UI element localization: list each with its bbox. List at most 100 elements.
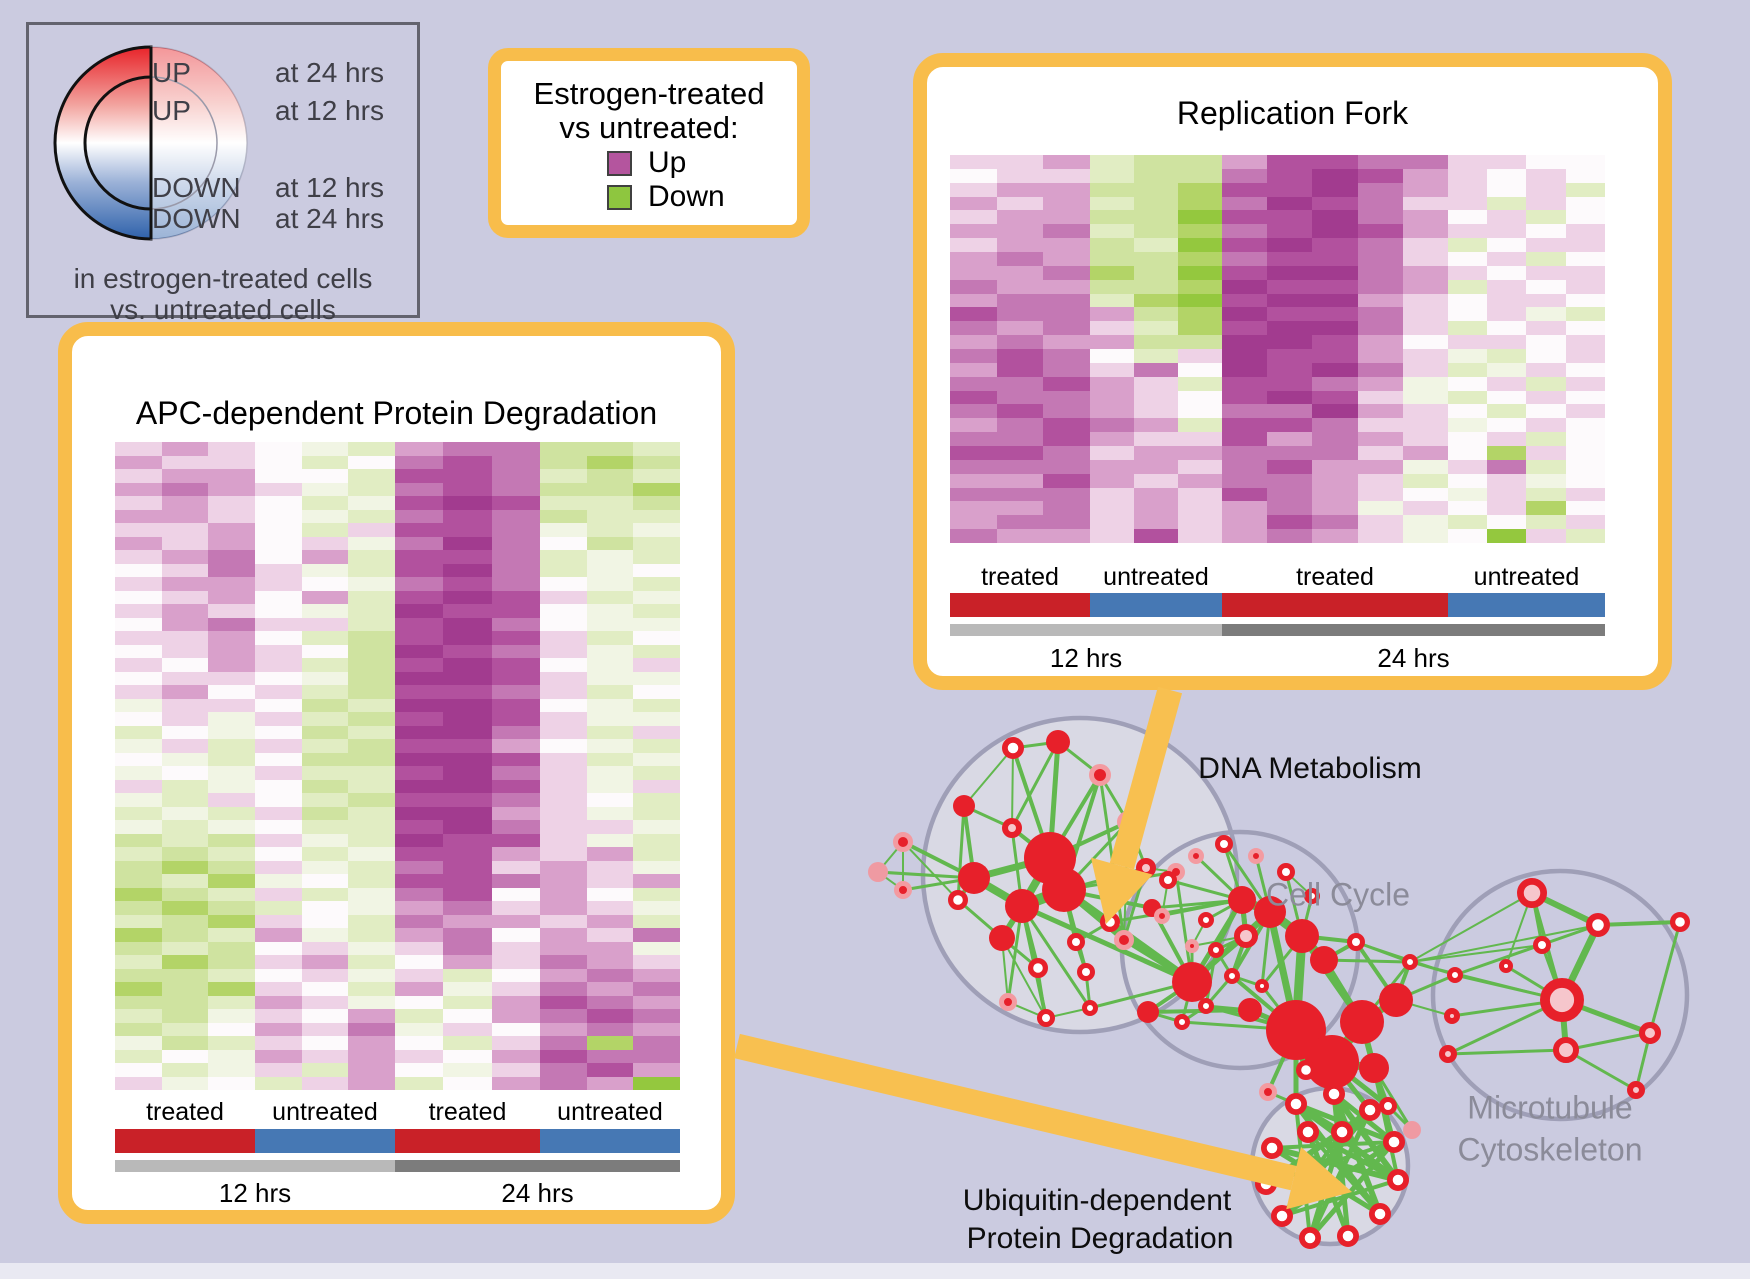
- heatmap-cell: [254, 779, 302, 794]
- heatmap-cell: [1565, 362, 1605, 378]
- heatmap-cell: [161, 766, 209, 780]
- heatmap-cell: [1133, 459, 1178, 475]
- sample-group-label: untreated: [1473, 563, 1580, 591]
- heatmap-cell: [443, 631, 492, 645]
- heatmap-cell: [633, 820, 680, 834]
- heatmap-cell: [348, 725, 395, 740]
- network-node: [1386, 1168, 1409, 1191]
- heatmap-cell: [1177, 515, 1222, 530]
- heatmap-cell: [1357, 418, 1403, 433]
- heatmap-cell: [348, 887, 395, 902]
- network-node: [1089, 764, 1111, 786]
- network-edge: [1001, 937, 1047, 1019]
- heatmap-cell: [1312, 459, 1358, 475]
- network-node: [989, 925, 1015, 951]
- heatmap-cell: [254, 455, 302, 470]
- heatmap-cell: [161, 550, 209, 564]
- heatmap-cell: [1565, 404, 1605, 419]
- heatmap-cell: [1487, 515, 1527, 530]
- heatmap-cell: [1267, 418, 1313, 433]
- heatmap-cell: [1089, 473, 1134, 489]
- heatmap-cell: [115, 604, 162, 618]
- network-node: [1627, 1081, 1645, 1099]
- heatmap-cell: [633, 590, 680, 605]
- network-node: [1224, 968, 1240, 984]
- heatmap-row: [115, 590, 680, 605]
- heatmap-cell: [443, 442, 492, 456]
- heatmap-cell: [115, 968, 162, 983]
- heatmap-cell: [539, 887, 587, 902]
- heatmap-cell: [1177, 487, 1222, 502]
- heatmap-cell: [301, 631, 349, 645]
- heatmap-cell: [443, 995, 492, 1010]
- heatmap-cell: [586, 725, 634, 740]
- heatmap-cell: [1043, 224, 1090, 239]
- heatmap-cell: [1089, 335, 1134, 350]
- network-node: [1553, 1037, 1579, 1063]
- heatmap-cell: [1526, 293, 1566, 308]
- bottom-margin-strip: [0, 1263, 1750, 1279]
- network-edge: [1020, 904, 1092, 1010]
- heatmap-row: [115, 995, 680, 1010]
- heatmap-cell: [1312, 293, 1358, 308]
- heatmap-cell: [1487, 293, 1527, 308]
- heatmap-cell: [161, 644, 209, 659]
- heatmap-cell: [950, 487, 997, 502]
- heatmap-cell: [1221, 418, 1268, 433]
- heatmap-cell: [633, 509, 680, 524]
- heatmap-cell: [539, 685, 587, 699]
- network-node: [1067, 933, 1085, 951]
- heatmap-cell: [1312, 418, 1358, 433]
- heatmap-cell: [394, 550, 444, 564]
- heatmap-cell: [348, 982, 395, 996]
- heatmap-cell: [586, 698, 634, 713]
- heatmap-cell: [348, 455, 395, 470]
- heatmap-row: [950, 349, 1605, 364]
- heatmap-cell: [443, 874, 492, 888]
- heatmap-cell: [208, 779, 255, 794]
- heatmap-cell: [115, 590, 162, 605]
- heatmap-cell: [1089, 529, 1134, 543]
- heatmap-cell: [1267, 362, 1313, 378]
- heatmap-row: [950, 321, 1605, 336]
- heatmap-cell: [443, 1063, 492, 1077]
- network-edge: [1648, 920, 1682, 1035]
- heatmap-cell: [443, 455, 492, 470]
- heatmap-cell: [1177, 307, 1222, 322]
- heatmap-row: [950, 529, 1605, 543]
- heatmap-cell: [1043, 529, 1090, 543]
- heatmap-row: [115, 833, 680, 848]
- heatmap-cell: [1177, 210, 1222, 225]
- heatmap-row: [115, 523, 680, 537]
- heatmap-cell: [301, 806, 349, 821]
- heatmap-row: [115, 766, 680, 780]
- heatmap-cell: [633, 766, 680, 780]
- heatmap-cell: [1526, 321, 1566, 336]
- heatmap-cell: [1402, 432, 1448, 447]
- heatmap-cell: [1221, 487, 1268, 502]
- heatmap-cell: [208, 766, 255, 780]
- heatmap-cell: [1526, 501, 1566, 516]
- heatmap-row: [950, 196, 1605, 211]
- heatmap-cell: [1487, 432, 1527, 447]
- heatmap-cell: [1312, 529, 1358, 543]
- heatmap-cell: [1043, 390, 1090, 405]
- heatmap-cell: [1312, 182, 1358, 198]
- heatmap-row: [950, 307, 1605, 322]
- heatmap-cell: [1447, 446, 1488, 461]
- heatmap-cell: [633, 982, 680, 996]
- heatmap-cell: [208, 442, 255, 456]
- heatmap-cell: [539, 496, 587, 510]
- network-node: [999, 993, 1017, 1011]
- heatmap-cell: [1043, 168, 1090, 184]
- network-node: [1402, 954, 1418, 970]
- heatmap-row: [950, 155, 1605, 170]
- heatmap-cell: [115, 536, 162, 551]
- heatmap-cell: [394, 928, 444, 942]
- heatmap-cell: [1221, 182, 1268, 198]
- heatmap-cell: [586, 658, 634, 672]
- heatmap-cell: [1267, 279, 1313, 295]
- heatmap-cell: [1312, 265, 1358, 281]
- heatmap-cell: [301, 941, 349, 956]
- heatmap-cell: [1267, 390, 1313, 405]
